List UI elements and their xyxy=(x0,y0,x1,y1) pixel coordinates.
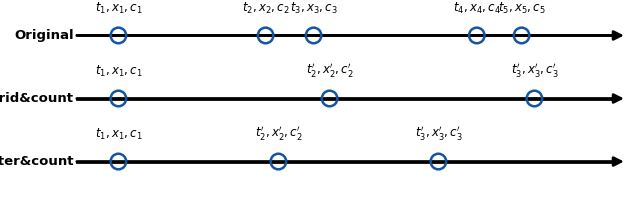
Text: $t_2', \mathit{x}_2', c_2'$: $t_2', \mathit{x}_2', c_2'$ xyxy=(255,124,302,142)
Text: cluster&count: cluster&count xyxy=(0,155,74,168)
Text: $t_1, \mathit{x}_1, c_1$: $t_1, \mathit{x}_1, c_1$ xyxy=(95,64,142,79)
Text: $t_3', \mathit{x}_3', c_3'$: $t_3', \mathit{x}_3', c_3'$ xyxy=(511,61,558,79)
Text: $t_1, \mathit{x}_1, c_1$: $t_1, \mathit{x}_1, c_1$ xyxy=(95,1,142,16)
Text: $t_1, \mathit{x}_1, c_1$: $t_1, \mathit{x}_1, c_1$ xyxy=(95,127,142,142)
Text: grid&count: grid&count xyxy=(0,92,74,105)
Text: $t_3', \mathit{x}_3', c_3'$: $t_3', \mathit{x}_3', c_3'$ xyxy=(415,124,462,142)
Text: $t_2', \mathit{x}_2', c_2'$: $t_2', \mathit{x}_2', c_2'$ xyxy=(306,61,353,79)
Text: $t_5, \mathit{x}_5, c_5$: $t_5, \mathit{x}_5, c_5$ xyxy=(498,1,545,16)
Text: Original: Original xyxy=(14,29,74,42)
Text: $t_3, \mathit{x}_3, c_3$: $t_3, \mathit{x}_3, c_3$ xyxy=(290,1,337,16)
Text: $t_2, \mathit{x}_2, c_2$: $t_2, \mathit{x}_2, c_2$ xyxy=(242,1,289,16)
Text: $t_4, \mathit{x}_4, c_4$: $t_4, \mathit{x}_4, c_4$ xyxy=(452,1,501,16)
